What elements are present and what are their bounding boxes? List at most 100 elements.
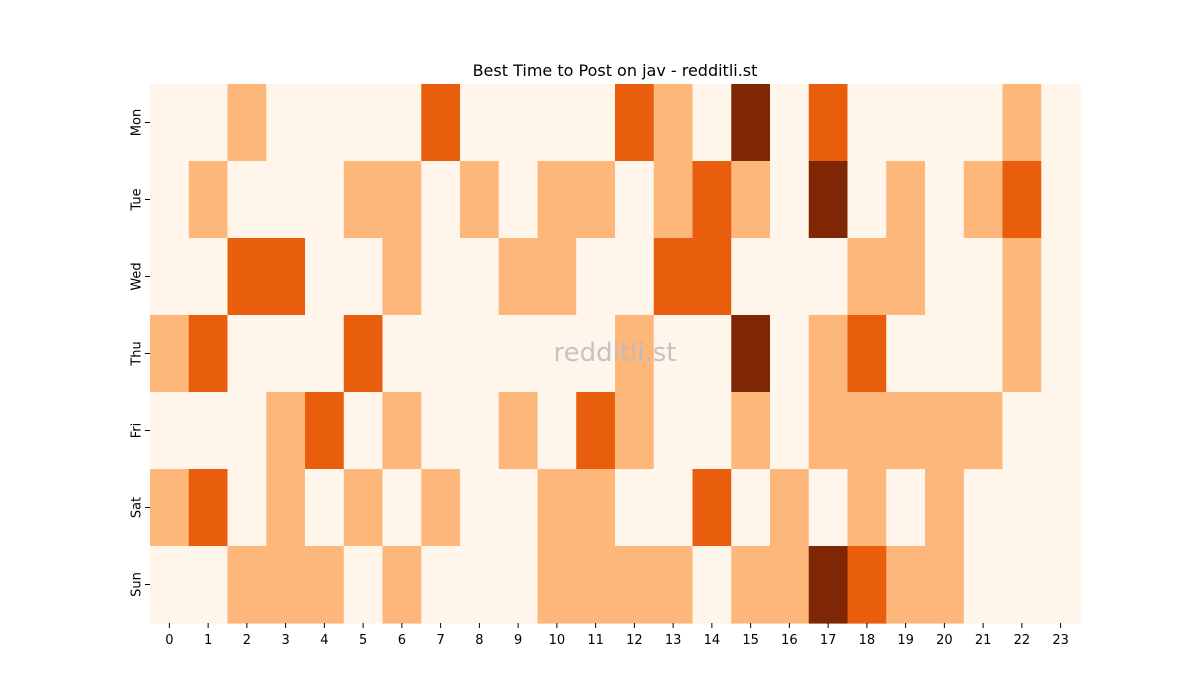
y-tick-label: Sat — [130, 497, 145, 518]
heatmap-cell-wed-4 — [305, 238, 345, 316]
heatmap-cell-sat-2 — [227, 469, 267, 547]
heatmap-cell-mon-13 — [653, 84, 694, 162]
heatmap-cell-fri-8 — [460, 392, 500, 470]
heatmap-cell-thu-3 — [266, 315, 306, 393]
heatmap-cell-thu-17 — [808, 315, 849, 393]
heatmap-cell-thu-13 — [653, 315, 694, 393]
y-tick-label: Mon — [130, 109, 145, 136]
x-tick-label: 19 — [897, 633, 914, 648]
heatmap-cell-wed-8 — [460, 238, 500, 316]
heatmap-cell-fri-2 — [227, 392, 267, 470]
heatmap-cell-sat-14 — [692, 469, 732, 547]
heatmap-cell-wed-3 — [266, 238, 306, 316]
x-tick-label: 4 — [320, 633, 328, 648]
heatmap-cell-thu-12 — [615, 315, 655, 393]
heatmap-cells — [150, 84, 1081, 624]
heatmap-cell-wed-10 — [537, 238, 577, 316]
heatmap-cell-tue-5 — [343, 161, 384, 239]
heatmap-cell-sat-0 — [150, 469, 190, 547]
x-tick-label: 2 — [243, 633, 251, 648]
heatmap-cell-sun-12 — [615, 546, 655, 624]
heatmap-cell-tue-22 — [1002, 161, 1042, 239]
heatmap-cell-wed-14 — [692, 238, 732, 316]
heatmap-cell-fri-10 — [537, 392, 577, 470]
x-tick-label: 17 — [820, 633, 837, 648]
heatmap-cell-sun-4 — [305, 546, 345, 624]
heatmap-cell-thu-1 — [188, 315, 229, 393]
heatmap-cell-sun-9 — [498, 546, 539, 624]
heatmap-cell-sat-5 — [343, 469, 384, 547]
heatmap-cell-sat-1 — [188, 469, 229, 547]
heatmap-cell-thu-15 — [731, 315, 771, 393]
heatmap-cell-sun-14 — [692, 546, 732, 624]
heatmap-cell-tue-16 — [770, 161, 810, 239]
x-tick-label: 11 — [587, 633, 604, 648]
heatmap-cell-thu-21 — [963, 315, 1004, 393]
heatmap-cell-sun-15 — [731, 546, 771, 624]
heatmap-cell-sat-7 — [421, 469, 461, 547]
heatmap-cell-fri-22 — [1002, 392, 1042, 470]
heatmap-cell-wed-12 — [615, 238, 655, 316]
heatmap-cell-sun-1 — [188, 546, 229, 624]
heatmap-cell-wed-18 — [847, 238, 887, 316]
heatmap-cell-tue-3 — [266, 161, 306, 239]
heatmap-cell-tue-18 — [847, 161, 887, 239]
heatmap-cell-mon-19 — [886, 84, 926, 162]
heatmap-cell-wed-0 — [150, 238, 190, 316]
heatmap-cell-tue-15 — [731, 161, 771, 239]
heatmap-cell-thu-8 — [460, 315, 500, 393]
heatmap-cell-tue-19 — [886, 161, 926, 239]
heatmap-cell-fri-0 — [150, 392, 190, 470]
heatmap-cell-wed-5 — [343, 238, 384, 316]
heatmap-cell-thu-18 — [847, 315, 887, 393]
heatmap-cell-mon-18 — [847, 84, 887, 162]
heatmap-cell-sun-18 — [847, 546, 887, 624]
x-tick-label: 3 — [281, 633, 289, 648]
heatmap-cell-wed-1 — [188, 238, 229, 316]
x-tick-label: 13 — [665, 633, 682, 648]
heatmap-cell-wed-13 — [653, 238, 694, 316]
heatmap-cell-sun-0 — [150, 546, 190, 624]
x-tick-label: 16 — [781, 633, 798, 648]
heatmap-cell-thu-11 — [576, 315, 616, 393]
heatmap-cell-mon-12 — [615, 84, 655, 162]
heatmap-cell-tue-8 — [460, 161, 500, 239]
heatmap-cell-sat-3 — [266, 469, 306, 547]
x-tick-label: 20 — [936, 633, 953, 648]
heatmap-cell-mon-15 — [731, 84, 771, 162]
heatmap-cell-sat-16 — [770, 469, 810, 547]
heatmap-cell-thu-10 — [537, 315, 577, 393]
heatmap-cell-wed-16 — [770, 238, 810, 316]
heatmap-cell-tue-11 — [576, 161, 616, 239]
heatmap-cell-wed-19 — [886, 238, 926, 316]
heatmap-cell-sat-18 — [847, 469, 887, 547]
heatmap-cell-fri-21 — [963, 392, 1004, 470]
heatmap-cell-tue-13 — [653, 161, 694, 239]
heatmap-cell-sat-17 — [808, 469, 849, 547]
heatmap-cell-mon-17 — [808, 84, 849, 162]
heatmap-cell-mon-23 — [1041, 84, 1081, 162]
heatmap-cell-sun-2 — [227, 546, 267, 624]
heatmap-cell-thu-2 — [227, 315, 267, 393]
heatmap-cell-sun-3 — [266, 546, 306, 624]
heatmap-cell-fri-3 — [266, 392, 306, 470]
heatmap-cell-fri-13 — [653, 392, 694, 470]
heatmap-cell-sun-8 — [460, 546, 500, 624]
heatmap-cell-sun-6 — [382, 546, 422, 624]
x-tick-label: 22 — [1014, 633, 1031, 648]
heatmap-cell-sat-19 — [886, 469, 926, 547]
heatmap-cell-fri-7 — [421, 392, 461, 470]
heatmap-cell-sat-23 — [1041, 469, 1081, 547]
heatmap-cell-thu-7 — [421, 315, 461, 393]
y-tick-label: Fri — [130, 423, 145, 439]
heatmap-cell-fri-4 — [305, 392, 345, 470]
heatmap-cell-mon-11 — [576, 84, 616, 162]
heatmap-cell-tue-14 — [692, 161, 732, 239]
heatmap-cell-wed-22 — [1002, 238, 1042, 316]
x-tick-label: 8 — [475, 633, 483, 648]
heatmap-cell-tue-6 — [382, 161, 422, 239]
watermark: redditli.st — [554, 338, 677, 368]
heatmap-cell-fri-19 — [886, 392, 926, 470]
heatmap-cell-mon-21 — [963, 84, 1004, 162]
heatmap-cell-wed-6 — [382, 238, 422, 316]
